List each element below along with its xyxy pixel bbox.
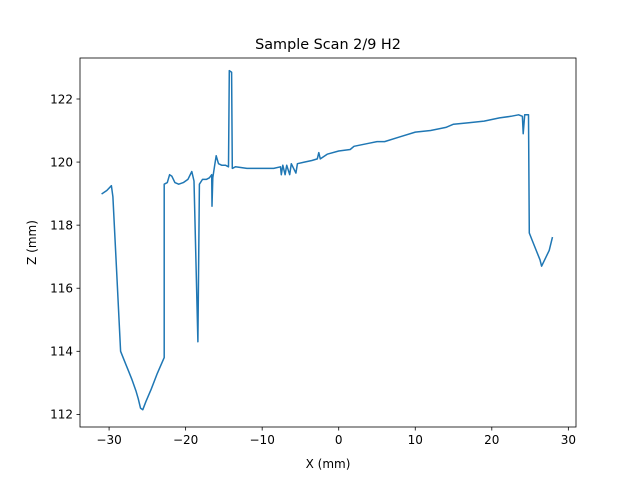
series-layer [101,69,554,411]
x-axis-label: X (mm) [306,457,351,471]
x-tick-label: 0 [335,433,343,447]
plot-frame [79,57,577,428]
x-tick-label: 20 [484,433,499,447]
x-tick-label: 10 [408,433,423,447]
y-tick-label: 116 [50,282,73,296]
y-tick-label: 114 [50,345,73,359]
y-tick-label: 112 [50,408,73,422]
y-tick-label: 120 [50,155,73,169]
x-axis: −30 −20 −10 0 10 20 30 [96,427,576,447]
x-tick-label: −20 [173,433,198,447]
x-tick-label: −30 [96,433,121,447]
x-tick-label: −10 [250,433,275,447]
plot-area [79,57,577,428]
chart-title: Sample Scan 2/9 H2 [255,37,401,53]
series-line-0 [101,69,554,411]
y-axis: 112 114 116 118 120 122 [50,92,80,422]
y-axis-label: Z (mm) [25,220,39,265]
y-tick-label: 118 [50,218,73,232]
x-tick-label: 30 [561,433,576,447]
y-tick-label: 122 [50,92,73,106]
